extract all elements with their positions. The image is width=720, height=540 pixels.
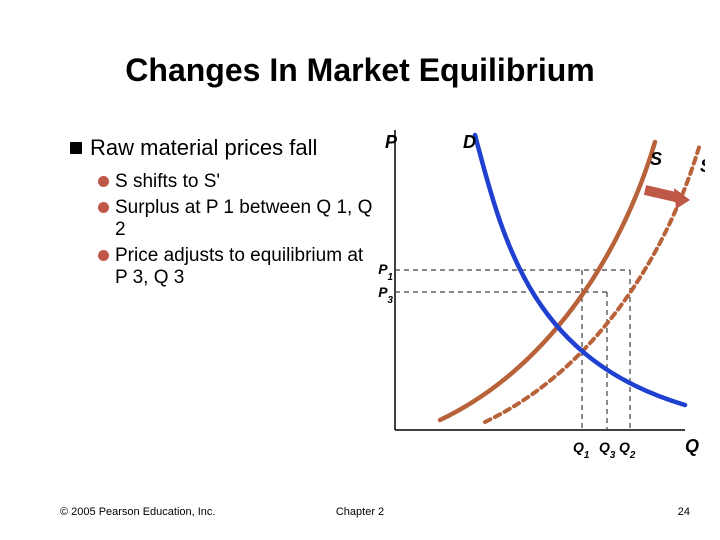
bullet-sub-0: S shifts to S': [98, 171, 375, 193]
bullet-sub-1: Surplus at P 1 between Q 1, Q 2: [98, 197, 375, 241]
bullet-sub-text: Surplus at P 1 between Q 1, Q 2: [115, 197, 375, 241]
bullet-main: Raw material prices fall: [70, 135, 375, 161]
bullet-list: Raw material prices fall S shifts to S' …: [70, 135, 375, 293]
supply-demand-chart: P Q D S S' P1P3 Q1 Q3Q2: [375, 130, 705, 470]
bullet-sub-2: Price adjusts to equilibrium at P 3, Q 3: [98, 245, 375, 289]
bullet-sub-text: S shifts to S': [115, 171, 220, 193]
footer-chapter: Chapter 2: [0, 506, 720, 518]
svg-text:Q2: Q2: [619, 439, 636, 461]
svg-text:D: D: [463, 132, 476, 152]
svg-text:Q3: Q3: [599, 439, 616, 461]
bullet-sub-text: Price adjusts to equilibrium at P 3, Q 3: [115, 245, 375, 289]
title-text: Changes In Market Equilibrium: [125, 52, 594, 88]
svg-text:S': S': [700, 156, 705, 176]
slide-title: Changes In Market Equilibrium: [0, 52, 720, 89]
circle-bullet-icon: [98, 250, 109, 261]
circle-bullet-icon: [98, 176, 109, 187]
svg-text:P3: P3: [378, 284, 393, 306]
bullet-main-text: Raw material prices fall: [90, 135, 317, 161]
svg-text:S: S: [650, 149, 662, 169]
circle-bullet-icon: [98, 202, 109, 213]
svg-text:P: P: [385, 132, 398, 152]
footer-page-number: 24: [678, 506, 690, 518]
square-bullet-icon: [70, 142, 82, 154]
svg-text:Q: Q: [685, 436, 699, 456]
svg-text:P1: P1: [378, 261, 393, 283]
svg-text:Q1: Q1: [573, 439, 589, 461]
